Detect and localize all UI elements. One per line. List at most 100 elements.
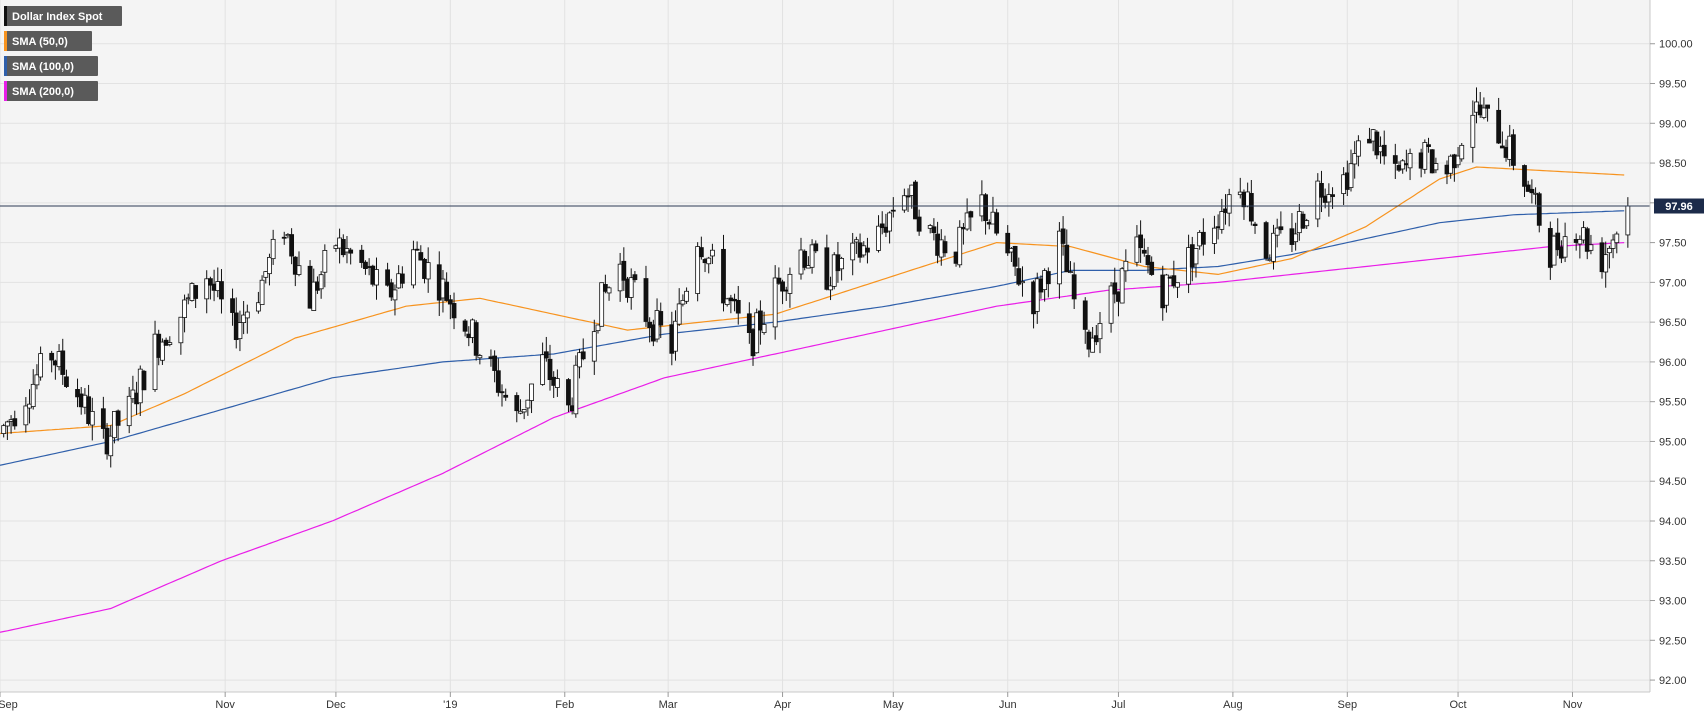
candle-body-up [23,405,29,426]
candle [385,262,390,287]
candle [1374,130,1380,160]
candle-body-up [1326,194,1332,203]
candle [1097,312,1103,354]
legend-label: SMA (200,0) [12,86,74,98]
candle [824,234,830,291]
legend-item: SMA (50,0) [4,31,92,51]
candle-body-up [887,212,892,232]
candle-body-down [643,278,649,322]
candle [451,292,457,330]
candle-body-down [824,247,830,290]
candle-body-up [525,399,531,409]
candle-body-up [160,341,165,361]
candle-body-up [1603,254,1609,273]
candle-body-down [64,376,69,387]
candle [1293,222,1299,251]
candle-body-up [850,242,856,261]
candle-body-up [1193,248,1199,265]
candle-body-up [311,281,317,311]
candle-body-up [521,409,527,413]
candle-body-up [1422,142,1428,170]
candle [374,257,379,300]
sma-200-layer [0,242,1625,633]
candle-body-up [270,238,276,260]
candle-body-up [957,226,963,266]
candle [230,288,235,326]
candle [850,232,856,276]
candle [1034,272,1040,324]
candle [1603,241,1609,288]
candle-body-up [152,333,158,390]
candle-body-down [1252,223,1258,227]
candle-body-up [754,312,760,354]
candle [1212,215,1217,254]
candle-body-down [60,350,66,375]
candle [359,244,365,268]
candle-body-down [100,408,106,429]
candle-body-down [451,303,457,319]
candle [289,228,295,265]
candle [957,220,963,268]
candle-body-down [746,313,752,334]
candle-body-down [1082,300,1088,330]
candle-body-down [1138,234,1144,249]
candle [1274,218,1280,248]
candle [267,253,272,286]
candle [684,287,689,304]
candle-body-up [1175,282,1180,288]
candle [23,397,29,433]
candle-body-up [1459,144,1465,160]
candle-body-down [1045,271,1051,285]
candle [75,378,80,408]
plot-background [0,0,1650,692]
y-tick-label: 98.50 [1659,158,1687,170]
x-tick-label: Jul [1111,699,1125,711]
legend-item-background [4,31,92,51]
candle-body-up [30,383,36,407]
candle [208,276,213,300]
candle [540,342,546,386]
candle-body-up [787,273,793,294]
candle-body-up [573,364,579,415]
candle-body-down [208,278,213,286]
candle [776,267,782,285]
candle [1319,170,1324,213]
candle [983,193,988,235]
candle [255,291,261,314]
candle [1119,267,1125,304]
candle-body-down [399,273,405,284]
candle-body-up [1562,236,1568,258]
candle-body-up [1271,232,1276,262]
candle [1145,246,1151,274]
candle [525,399,531,416]
candle-body-down [547,358,553,381]
y-tick-label: 95.50 [1659,397,1687,409]
candle-body-down [1429,149,1435,174]
candle-body-down [865,247,870,253]
candle [1193,248,1199,278]
candle-body-up [241,314,247,324]
candle-body-up [296,265,302,275]
x-tick-label: Jun [999,699,1017,711]
candle [1164,273,1169,313]
candle [813,240,819,254]
candle-body-down [905,195,911,198]
candle [1271,224,1276,270]
candle-body-down [86,396,91,425]
candle [1562,222,1568,263]
candle-body-down [447,299,453,305]
x-tick-label: Sep [0,699,18,711]
sma-100-line [0,210,1625,466]
candle [1429,149,1435,174]
candle [680,294,686,307]
candle-body-up [706,257,712,265]
candle [554,369,560,397]
candle-body-up [1097,323,1103,340]
candle [477,353,483,365]
candle [658,302,664,339]
candle-body-up [606,287,612,294]
candle-body-down [776,277,782,284]
y-tick-label: 99.00 [1659,118,1687,130]
